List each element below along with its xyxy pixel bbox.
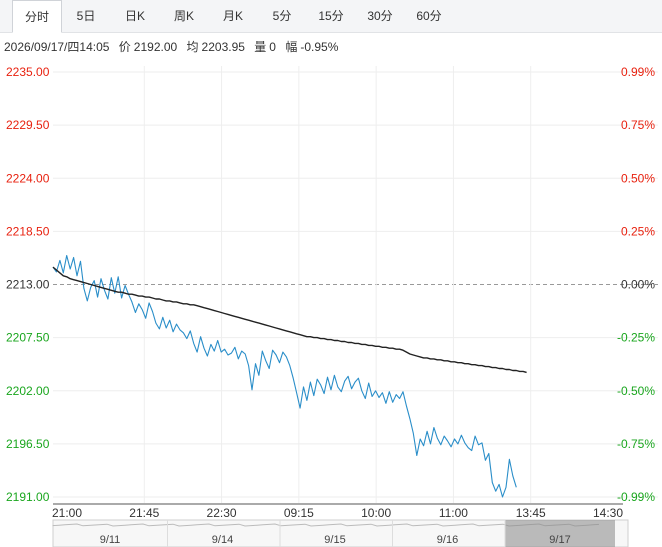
avg-label: 均 bbox=[186, 40, 199, 54]
price-label: 价 bbox=[118, 40, 131, 54]
pct-tick-label: 0.75% bbox=[621, 118, 655, 132]
pct-tick-label: -0.50% bbox=[617, 384, 655, 398]
navigator-date-label: 9/14 bbox=[212, 534, 233, 546]
x-tick-label: 11:00 bbox=[439, 506, 468, 520]
pct-tick-label: 0.50% bbox=[621, 171, 655, 185]
y-tick-label: 2224.00 bbox=[6, 171, 50, 185]
tab-5min[interactable]: 5分 bbox=[272, 9, 292, 23]
tab-15min[interactable]: 15分 bbox=[318, 9, 344, 23]
pct-tick-label: -0.99% bbox=[617, 490, 655, 504]
tab-30min[interactable]: 30分 bbox=[367, 9, 393, 23]
navigator-date-label: 9/15 bbox=[324, 534, 345, 546]
y-tick-label: 2235.00 bbox=[6, 65, 50, 79]
change-label: 幅 bbox=[285, 40, 298, 54]
navigator-date-label: 9/17 bbox=[549, 534, 570, 546]
y-tick-label: 2196.50 bbox=[6, 437, 50, 451]
period-tab-bar: 分时 5日 日K 周K 月K 5分 15分 30分 60分 bbox=[0, 0, 662, 33]
y-tick-label: 2191.00 bbox=[6, 490, 50, 504]
x-tick-label: 13:45 bbox=[516, 506, 546, 520]
pct-tick-label: -0.25% bbox=[617, 331, 655, 345]
y-tick-label: 2207.50 bbox=[6, 331, 50, 345]
x-tick-label: 21:45 bbox=[129, 506, 159, 520]
volume-label: 量 bbox=[254, 40, 267, 54]
tab-weekly-k[interactable]: 周K bbox=[173, 9, 194, 23]
x-tick-label: 10:00 bbox=[361, 506, 391, 520]
change-value: -0.95% bbox=[300, 40, 339, 54]
tab-monthly-k[interactable]: 月K bbox=[222, 9, 243, 23]
pct-tick-label: 0.99% bbox=[621, 65, 655, 79]
price-series-line bbox=[52, 254, 517, 498]
tab-intraday[interactable]: 分时 bbox=[12, 0, 62, 33]
navigator-selection-window[interactable] bbox=[505, 520, 615, 547]
y-tick-label: 2213.00 bbox=[6, 278, 50, 292]
tab-60min[interactable]: 60分 bbox=[416, 9, 442, 23]
navigator-date-label: 9/16 bbox=[437, 534, 458, 546]
navigator-date-label: 9/11 bbox=[100, 534, 121, 546]
price-value: 2192.00 bbox=[133, 40, 178, 54]
x-tick-label: 14:30 bbox=[593, 506, 623, 520]
avg-value: 2203.95 bbox=[201, 40, 245, 54]
y-tick-label: 2202.00 bbox=[6, 384, 50, 398]
pct-tick-label: 0.00% bbox=[621, 278, 655, 292]
tab-daily-k[interactable]: 日K bbox=[124, 9, 145, 23]
x-tick-label: 22:30 bbox=[207, 506, 237, 520]
tab-5day[interactable]: 5日 bbox=[76, 9, 96, 23]
y-tick-label: 2218.50 bbox=[6, 224, 50, 238]
pct-tick-label: 0.25% bbox=[621, 224, 655, 238]
pct-tick-label: -0.75% bbox=[617, 437, 655, 451]
average-series-line bbox=[52, 266, 527, 374]
volume-value: 0 bbox=[269, 40, 276, 54]
x-tick-label: 09:15 bbox=[284, 506, 314, 520]
y-tick-label: 2229.50 bbox=[6, 118, 50, 132]
quote-datetime: 2026/09/17/四14:05 bbox=[4, 40, 110, 54]
x-tick-label: 21:00 bbox=[52, 506, 82, 520]
